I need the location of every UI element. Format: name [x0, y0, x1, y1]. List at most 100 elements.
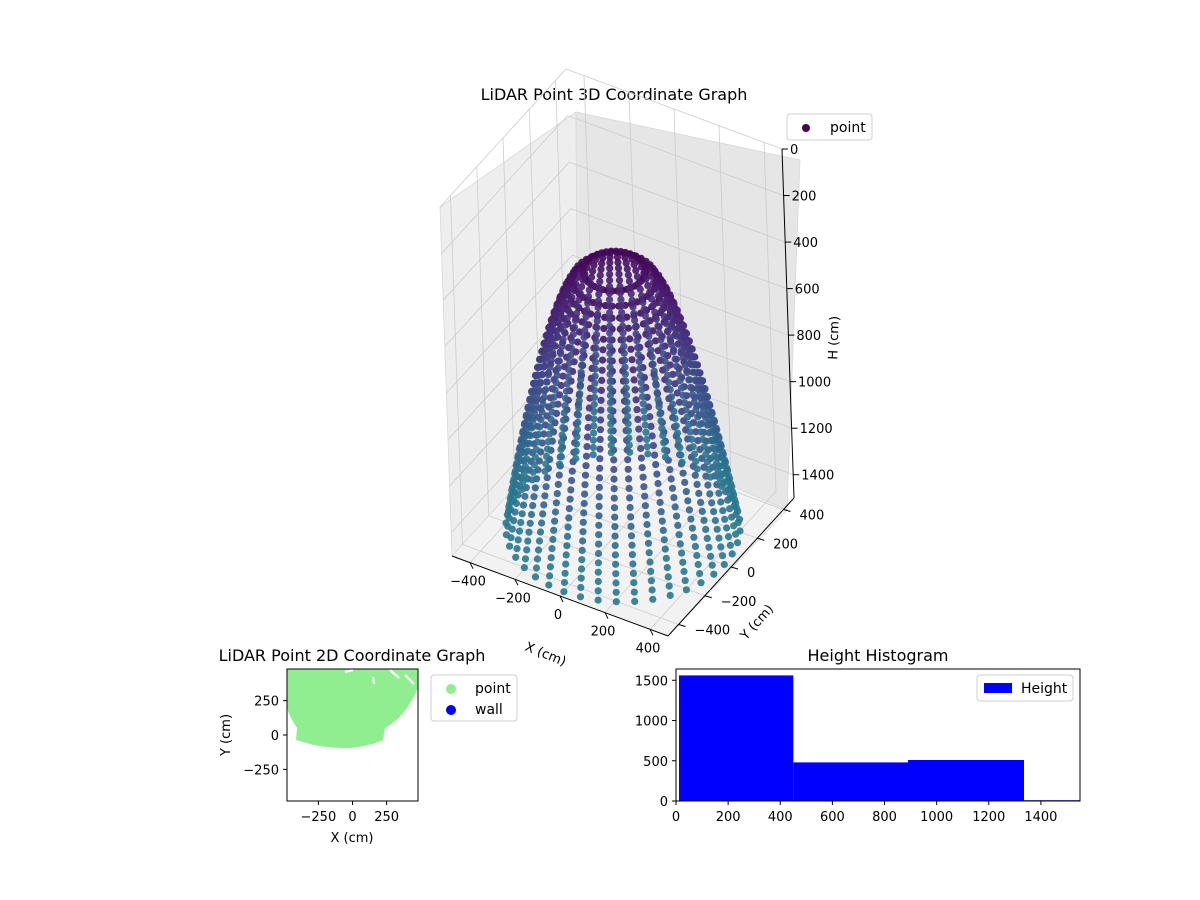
x-tick-label-hist: 200: [716, 810, 741, 825]
point-3d: [708, 561, 716, 569]
point-3d: [639, 473, 647, 481]
point-3d: [551, 517, 559, 525]
point-3d: [657, 336, 665, 344]
point-3d: [652, 315, 660, 323]
point-3d: [524, 418, 532, 426]
point-3d: [692, 406, 700, 414]
point-3d: [590, 393, 599, 401]
point-3d: [600, 324, 608, 333]
point-3d: [574, 411, 582, 419]
point-3d: [553, 327, 562, 335]
point-3d: [630, 376, 638, 384]
point-3d: [606, 391, 615, 400]
point-3d: [567, 486, 575, 494]
point-3d: [611, 551, 620, 559]
point-3d: [583, 443, 591, 451]
point-3d: [557, 350, 565, 358]
point-3d: [558, 431, 566, 439]
chart-title-3d: LiDAR Point 3D Coordinate Graph: [481, 85, 748, 104]
point-3d: [710, 570, 718, 578]
point-3d: [540, 430, 548, 438]
point-3d: [545, 341, 553, 349]
point-3d: [573, 440, 581, 448]
legend-2d-label-wall: wall: [475, 702, 503, 718]
point-3d: [675, 531, 683, 539]
point-3d: [648, 432, 656, 440]
point-3d: [547, 554, 555, 562]
point-3d: [598, 259, 606, 268]
point-3d: [532, 446, 541, 454]
grid-z-line: [441, 115, 784, 254]
point-3d: [641, 502, 650, 510]
point-3d: [606, 270, 614, 278]
point-3d: [611, 513, 619, 521]
point-3d: [715, 534, 723, 542]
point-3d: [724, 533, 733, 541]
point-3d: [559, 416, 568, 424]
point-3d: [530, 461, 538, 469]
point-3d: [522, 455, 531, 463]
point-3d: [577, 583, 585, 592]
point-3d: [525, 439, 533, 447]
x-tick-label-3d: 200: [591, 625, 616, 640]
legend-hist-box: [976, 674, 1074, 702]
point-3d: [676, 540, 684, 548]
point-3d: [643, 435, 651, 444]
point-3d: [695, 420, 703, 429]
point-3d: [519, 501, 528, 509]
point-3d: [665, 378, 673, 387]
point-3d: [544, 371, 553, 379]
point-3d: [652, 381, 660, 389]
z-tick-label-3d: 200: [792, 190, 817, 205]
point-3d: [565, 307, 573, 315]
point-3d: [583, 306, 591, 314]
point-3d: [559, 424, 567, 432]
point-3d: [558, 342, 566, 351]
histogram-plot: Height Histogram 0 200 400 600 800 1000 1200 14…: [635, 646, 1081, 825]
point-3d: [639, 393, 647, 401]
point-3d: [659, 526, 667, 535]
point-3d: [522, 425, 530, 433]
point-3d: [721, 515, 729, 523]
grid-z-line: [439, 68, 783, 208]
point-3d: [573, 426, 582, 434]
point-3d: [644, 282, 652, 290]
point-3d: [575, 404, 583, 412]
point-3d: [578, 361, 586, 369]
point-3d: [547, 356, 555, 364]
point-3d: [728, 550, 736, 558]
cloud-2d: [287, 669, 418, 748]
point-3d: [706, 490, 714, 498]
point-3d: [545, 581, 553, 589]
point-3d: [672, 512, 681, 520]
point-3d: [655, 403, 663, 411]
point-3d: [633, 337, 641, 345]
point-3d: [576, 390, 584, 398]
point-3d: [707, 415, 715, 423]
scatter-2d-plot: LiDAR Point 2D Coordinate Graph −250 0 250…: [219, 646, 518, 846]
point-3d: [597, 386, 606, 394]
point-cloud-2d-edge: [297, 731, 307, 741]
point-3d: [664, 304, 672, 312]
point-3d: [708, 499, 716, 507]
point-3d: [647, 567, 655, 576]
point-3d: [628, 356, 636, 364]
point-3d: [521, 433, 529, 441]
point-3d: [662, 320, 670, 328]
point-3d: [573, 309, 581, 318]
x-tick-label-2d: 0: [348, 810, 356, 825]
point-3d: [639, 298, 647, 306]
point-3d: [541, 356, 549, 364]
point-3d: [636, 371, 645, 380]
point-3d: [573, 433, 581, 441]
point-3d: [562, 321, 570, 329]
point-3d: [693, 465, 701, 473]
point-3d: [548, 545, 556, 553]
point-3d: [648, 586, 656, 594]
point-3d: [718, 482, 726, 490]
point-3d: [595, 474, 604, 482]
point-3d: [680, 567, 688, 576]
point-3d: [576, 289, 584, 297]
point-3d: [521, 462, 529, 470]
point-3d: [515, 527, 524, 535]
